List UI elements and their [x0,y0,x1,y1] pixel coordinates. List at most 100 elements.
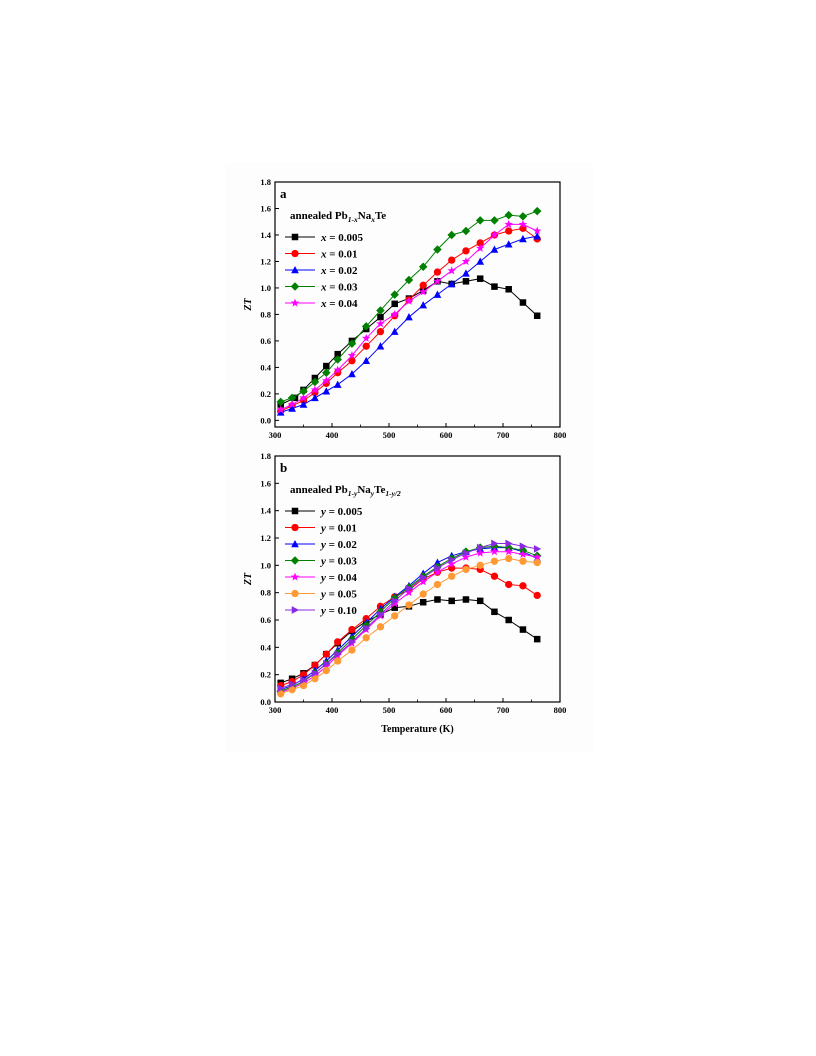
data-point [288,686,296,694]
x-tick-label: 300 [269,705,282,715]
data-point [505,227,513,235]
series-x-0.03 [276,206,542,407]
series-x-0.04 [276,219,542,414]
data-point [311,669,319,678]
y-tick-label: 1.0 [260,560,271,570]
y-tick-label: 0.6 [260,615,271,625]
y-tick-label: 0.2 [260,670,271,680]
y-tick-label: 1.8 [260,451,271,461]
data-point [405,584,413,593]
legend-label: y = 0.10 [319,605,357,617]
data-point [362,342,370,350]
data-point [322,376,331,385]
data-point [333,355,342,364]
data-point [462,247,470,255]
data-point [433,558,442,566]
data-point [276,408,285,416]
data-point [390,309,399,319]
data-point [448,597,455,605]
data-point [533,558,541,567]
x-tick-label: 800 [554,705,567,715]
y-tick-label: 0.4 [260,362,271,372]
data-point [532,552,542,561]
data-point [288,680,297,689]
y-tick-label: 0.6 [260,336,271,346]
data-point [361,322,371,331]
data-point [519,582,527,590]
data-point [348,638,356,646]
legend-marker [291,606,300,614]
data-point [433,580,442,589]
chart-panel-a: 0.0 0.2 0.4 0.6 0.8 1.0 1.2 1.4 1.6 1.8 300 400 500 6… [243,177,566,440]
composition-annotation: annealed Pb1-xNaxTe [290,210,386,224]
data-point [490,230,499,239]
data-point [519,626,527,633]
data-point [504,240,513,248]
data-point [462,596,470,603]
legend-marker [291,265,299,274]
data-point [476,561,484,569]
data-point [447,559,456,568]
legend-entry: x = 0.01 [285,249,358,261]
data-point [532,226,542,235]
data-point [433,567,442,576]
x-tick-label: 300 [269,430,282,440]
data-point [476,257,485,265]
data-point [519,299,527,306]
data-point [490,216,499,225]
y-axis-label: ZT [243,572,254,586]
data-point [362,634,370,642]
legend-label: x = 0.03 [320,282,358,294]
data-point [310,385,320,394]
data-point [519,542,527,551]
data-point [491,608,498,616]
data-point [277,690,285,698]
data-point [347,339,357,348]
legend-entry: y = 0.01 [285,523,357,535]
data-point [287,393,297,403]
data-point [299,671,308,679]
data-point [405,601,413,609]
series-line [280,547,538,691]
data-point [391,604,398,611]
data-point [376,342,385,350]
figure: 0.0 0.2 0.4 0.6 0.8 1.0 1.2 1.4 1.6 1.8 300 400 500 6… [225,162,593,752]
legend-entry: x = 0.03 [285,282,358,294]
legend-entry: x = 0.005 [285,232,364,244]
legend-label: x = 0.01 [320,249,358,261]
data-point [475,243,485,252]
x-tick-label: 500 [383,705,396,715]
data-point [348,646,356,654]
legend-marker [291,589,299,598]
data-point [347,351,357,360]
data-point [519,557,527,565]
data-point [362,624,371,633]
y-tick-label: 0.2 [260,389,271,399]
data-point [391,597,399,605]
legend-label: x = 0.02 [320,265,358,277]
legend-marker [290,556,300,565]
data-point [533,635,541,643]
data-point [448,256,456,264]
data-point [361,333,371,342]
legend-label: x = 0.005 [320,232,364,244]
x-tick-label: 600 [440,430,453,440]
data-point [333,380,342,388]
series-line [280,551,538,693]
data-point [418,262,428,272]
legend-entry: y = 0.02 [285,539,357,551]
data-point [518,549,528,558]
legend-entry: y = 0.10 [285,605,357,617]
data-point [447,279,456,288]
data-point [377,313,384,321]
data-point [434,564,442,572]
data-point [447,230,456,240]
data-point [490,547,499,556]
data-point [322,368,331,377]
data-point [418,287,428,296]
data-point [532,206,542,216]
data-point [322,650,330,658]
series-x-0.02 [276,232,542,416]
data-point [491,539,499,548]
y-tick-label: 0.4 [260,642,271,652]
